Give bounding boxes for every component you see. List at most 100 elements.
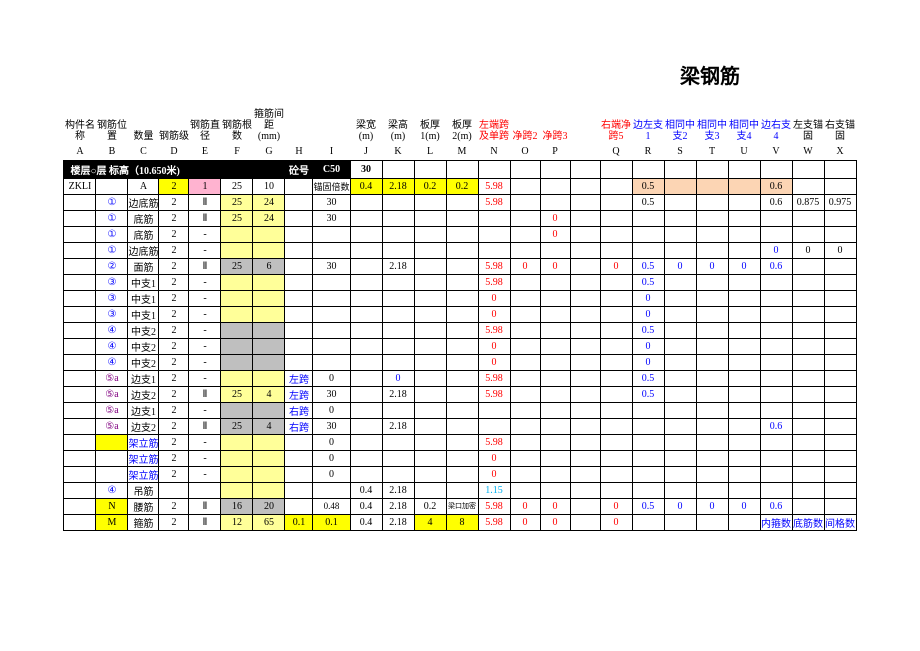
table-cell: 中支2 (128, 322, 159, 338)
table-cell: 25 (221, 258, 253, 274)
table-cell: 0.875 (792, 194, 824, 210)
table-cell (253, 274, 285, 290)
table-cell: 2 (159, 322, 189, 338)
table-cell (632, 434, 664, 450)
table-cell (696, 402, 728, 418)
table-cell (313, 226, 350, 242)
table-cell: 中支2 (128, 354, 159, 370)
header-cell: 钢筋位置 (96, 109, 128, 144)
header-cell: 钢筋根数 (221, 109, 253, 144)
table-cell (510, 338, 540, 354)
table-cell (664, 194, 696, 210)
table-cell: - (189, 306, 221, 322)
table-row: 架立筋2-05.98 (64, 434, 856, 450)
table-cell (570, 194, 600, 210)
column-letter: B (96, 144, 128, 160)
column-letter: N (478, 144, 510, 160)
column-letter: A (64, 144, 96, 160)
table-cell (696, 514, 728, 530)
table-cell: 内箍数 (760, 514, 792, 530)
table-cell (540, 402, 570, 418)
table-cell: 8 (446, 514, 478, 530)
table-cell (760, 210, 792, 226)
table-cell (632, 450, 664, 466)
table-cell (728, 274, 760, 290)
table-cell (221, 482, 253, 498)
table-cell (478, 418, 510, 434)
table-cell: 边支1 (128, 402, 159, 418)
table-cell (760, 306, 792, 322)
table-cell (760, 466, 792, 482)
table-cell (760, 338, 792, 354)
table-cell (540, 434, 570, 450)
table-row: N腰筋2Ⅱ16200.480.42.180.2梁口加密5.980000.5000… (64, 498, 856, 514)
table-cell: 面筋 (128, 258, 159, 274)
table-cell: ⑤a (96, 402, 128, 418)
table-cell (632, 466, 664, 482)
table-cell: Ⅱ (189, 498, 221, 514)
table-cell (446, 482, 478, 498)
table-cell: 边支1 (128, 370, 159, 386)
table-cell (414, 210, 446, 226)
table-cell (221, 242, 253, 258)
table-cell (350, 338, 382, 354)
table-cell: 2.18 (382, 386, 414, 402)
table-cell (350, 274, 382, 290)
table-cell: Ⅱ (189, 418, 221, 434)
table-cell (632, 402, 664, 418)
table-cell (510, 226, 540, 242)
table-cell: 0.5 (632, 322, 664, 338)
table-cell: 0 (540, 498, 570, 514)
table-cell (253, 482, 285, 498)
concrete-grade: C50 (313, 160, 350, 178)
table-cell: 20 (253, 498, 285, 514)
table-cell (760, 322, 792, 338)
table-cell: 0.975 (824, 194, 856, 210)
table-cell: - (189, 290, 221, 306)
table-cell (285, 194, 313, 210)
table-cell (728, 242, 760, 258)
table-cell: 0.4 (350, 178, 382, 194)
table-cell (285, 450, 313, 466)
table-cell: 腰筋 (128, 498, 159, 514)
table-cell (350, 210, 382, 226)
table-cell: 架立筋 (128, 434, 159, 450)
table-cell (313, 306, 350, 322)
table-cell (664, 386, 696, 402)
table-cell: 25 (221, 178, 253, 194)
table-cell (600, 370, 632, 386)
table-cell: 4 (253, 418, 285, 434)
table-cell (728, 194, 760, 210)
table-cell: 0 (313, 402, 350, 418)
table-cell: ① (96, 194, 128, 210)
table-cell: 2 (159, 306, 189, 322)
table-row: ①底筋2Ⅱ2524300 (64, 210, 856, 226)
table-cell (414, 194, 446, 210)
table-cell (414, 386, 446, 402)
table-cell: A (128, 178, 159, 194)
header-cell: 右端净跨5 (600, 109, 632, 144)
table-cell (664, 338, 696, 354)
table-cell (728, 514, 760, 530)
table-cell: 0.6 (760, 258, 792, 274)
table-cell (510, 402, 540, 418)
table-cell (664, 178, 696, 194)
table-cell (792, 258, 824, 274)
table-cell (664, 418, 696, 434)
table-cell: 2 (159, 450, 189, 466)
table-cell: 右跨 (285, 418, 313, 434)
table-cell (285, 178, 313, 194)
table-cell: - (189, 274, 221, 290)
table-cell (570, 434, 600, 450)
column-letter: T (696, 144, 728, 160)
table-cell (696, 418, 728, 434)
table-cell (253, 306, 285, 322)
table-cell (792, 322, 824, 338)
table-cell: 2 (159, 498, 189, 514)
table-cell (64, 402, 96, 418)
table-cell (253, 434, 285, 450)
header-cell (313, 109, 350, 144)
table-cell (446, 434, 478, 450)
table-cell (285, 354, 313, 370)
table-cell (510, 482, 540, 498)
